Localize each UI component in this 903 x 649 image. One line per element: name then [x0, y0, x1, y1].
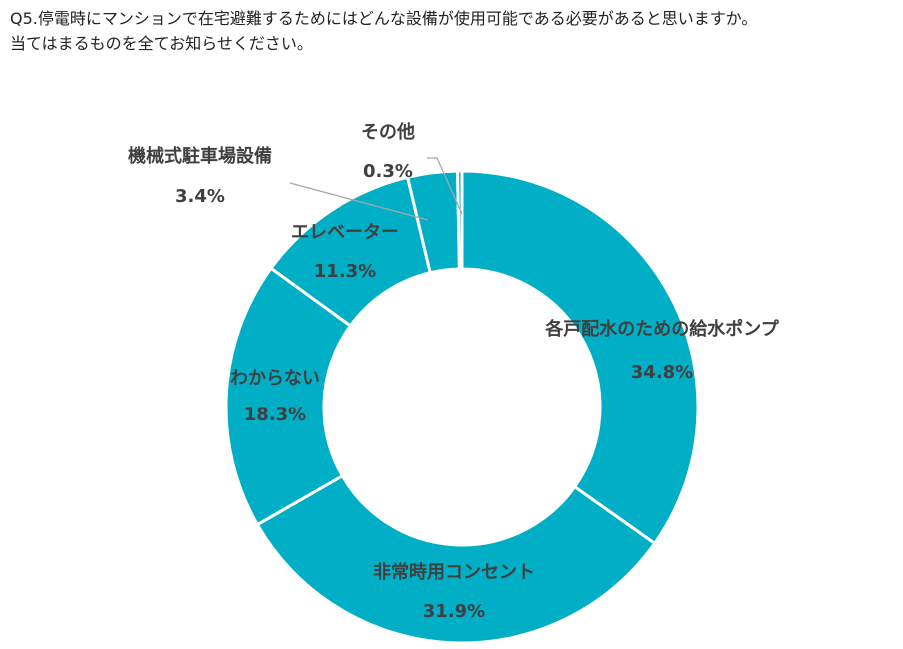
slice-2: [224, 266, 353, 527]
slice-label-0: 各戸配水のための給水ポンプ: [544, 318, 779, 340]
slice-0: [460, 169, 700, 546]
question-text: Q5.停電時にマンションで在宅避難するためにはどんな設備が使用可能である必要があ…: [10, 6, 895, 56]
slice-label-4: 機械式駐車場設備: [128, 145, 272, 167]
slice-value-1: 31.9%: [423, 601, 485, 622]
slice-label-2: わからない: [230, 368, 320, 389]
slice-value-4: 3.4%: [175, 186, 225, 207]
slice-value-3: 11.3%: [314, 261, 376, 282]
slice-value-2: 18.3%: [244, 404, 306, 425]
leader-line-5: [427, 157, 463, 215]
slice-1: [255, 473, 657, 645]
donut-slices: [224, 169, 700, 645]
slice-5: [456, 169, 464, 271]
slice-value-5: 0.3%: [363, 161, 413, 182]
leader-line-4: [289, 182, 429, 221]
slice-label-3: エレベーター: [291, 222, 399, 243]
slice-value-0: 34.8%: [631, 362, 693, 383]
slice-label-1: 非常時用コンセント: [373, 561, 535, 583]
slice-label-5: その他: [361, 121, 415, 143]
question-line-1: Q5.停電時にマンションで在宅避難するためにはどんな設備が使用可能である必要があ…: [10, 9, 758, 28]
leader-lines: [289, 157, 463, 221]
slice-labels: 各戸配水のための給水ポンプ 34.8% 非常時用コンセント 31.9% わからない 18.…: [128, 121, 780, 622]
question-line-2: 当てはまるものを全てお知らせください。: [10, 34, 313, 53]
